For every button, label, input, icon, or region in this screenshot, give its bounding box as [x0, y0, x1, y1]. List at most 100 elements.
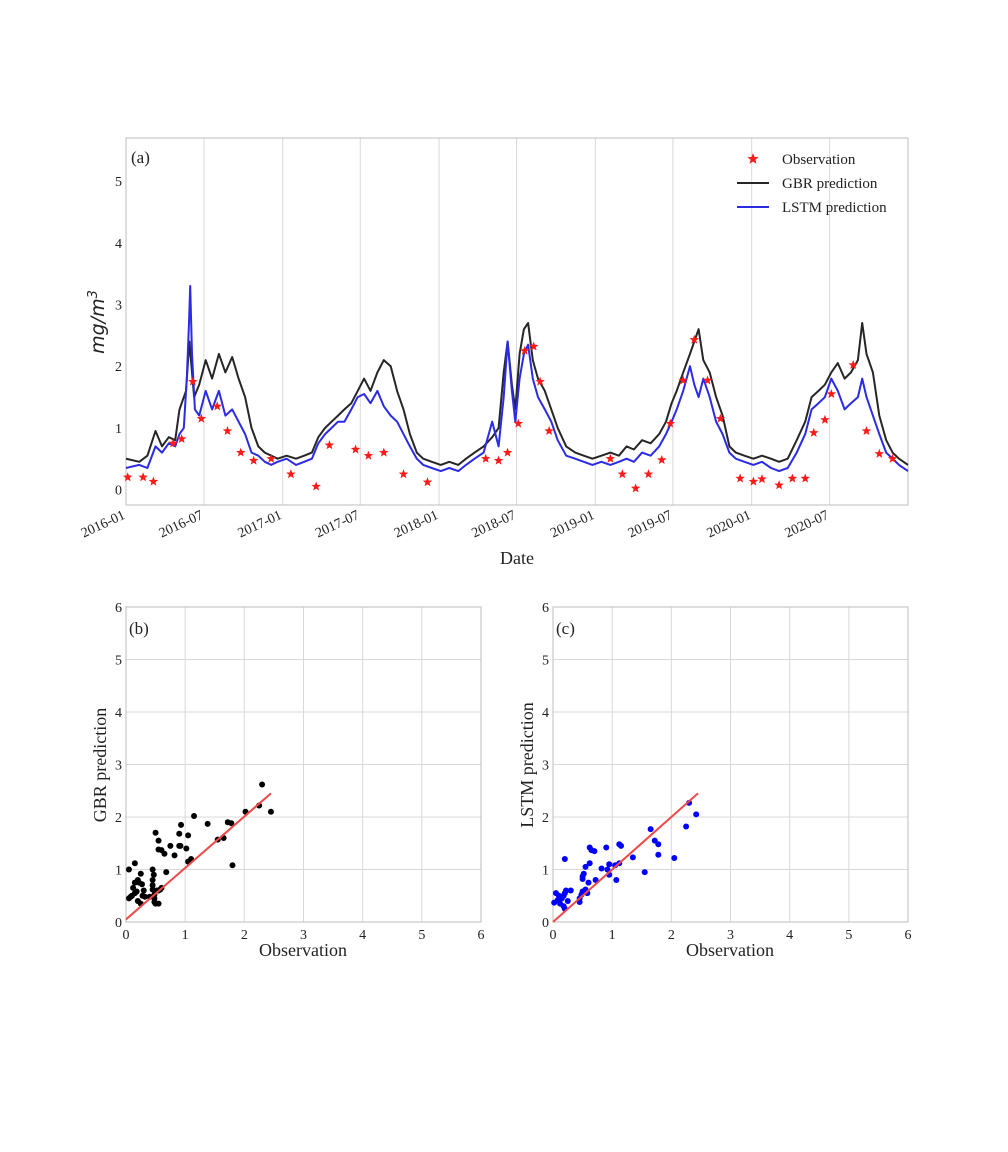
scatter-point [618, 842, 625, 849]
lstm-tick-labels: 0 1 2 3 4 5 6 0 1 2 3 4 5 6 [542, 601, 912, 943]
y-tick-label: 0 [542, 916, 549, 931]
scatter-point [591, 848, 598, 855]
x-tick-label: 2 [668, 928, 675, 943]
observation-point [748, 476, 759, 486]
observation-point [480, 453, 491, 463]
observation-point [735, 473, 745, 483]
x-tick-label: 0 [123, 928, 130, 943]
observation-point [212, 401, 222, 411]
gbr-plot-frame [125, 606, 482, 923]
x-tick-label: 2020-07 [783, 508, 832, 541]
observation-point [398, 469, 409, 479]
scatter-point [138, 881, 145, 888]
observation-point [138, 472, 148, 482]
scatter-point [567, 887, 574, 894]
observation-point [848, 359, 858, 370]
observation-point [887, 453, 898, 463]
observation-point [350, 444, 361, 454]
y-tick-label: 3 [115, 759, 122, 774]
scatter-point [161, 850, 168, 857]
scatter-point [204, 820, 211, 827]
y-tick-label: 4 [115, 706, 122, 721]
y-tick-label: 4 [542, 706, 549, 721]
observation-point [363, 450, 374, 460]
timeseries-gridlines [125, 138, 831, 505]
observation-point [874, 448, 885, 458]
x-tick-label: 1 [609, 928, 616, 943]
observation-point [702, 375, 713, 385]
observation-point [657, 454, 667, 465]
observation-point [502, 447, 513, 457]
observation-point [422, 477, 433, 487]
series-line-lstm-prediction [125, 285, 909, 473]
lstm-scatter-points [551, 799, 700, 912]
scatter-point [655, 851, 662, 858]
scatter-point [171, 852, 178, 859]
x-tick-label: 2019-07 [626, 508, 675, 541]
x-tick-label: 2020-01 [705, 508, 754, 541]
x-tick-label: 6 [905, 928, 912, 943]
scatter-point [228, 820, 235, 827]
x-tick-label: 2017-07 [313, 508, 362, 541]
scatter-point [563, 887, 570, 894]
scatter-point [582, 863, 589, 870]
y-tick-label: 2 [115, 360, 122, 375]
observation-point [617, 469, 628, 479]
scatter-point [125, 866, 132, 873]
gbr-scatter-points [125, 781, 274, 907]
scatter-point [185, 832, 192, 839]
scatter-point [259, 781, 266, 788]
observation-point [826, 388, 837, 399]
scatter-point [585, 879, 592, 886]
scatter-point [647, 826, 654, 833]
scatter-point [561, 856, 568, 862]
observation-markers [122, 334, 898, 493]
scatter-point [598, 865, 605, 872]
series-line-gbr-prediction [125, 322, 909, 466]
observation-point [519, 345, 530, 355]
observation-point [715, 413, 726, 423]
legend-marker-observation [747, 153, 759, 164]
scatter-point [655, 841, 662, 848]
y-tick-label: 0 [115, 916, 122, 931]
x-tick-label: 4 [786, 928, 793, 943]
scatter-point [191, 812, 198, 819]
scatter-point [604, 866, 611, 873]
scatter-point [629, 854, 636, 861]
scatter-point [149, 877, 156, 883]
timeseries-x-axis-title: Date [500, 548, 534, 568]
scatter-point [606, 861, 613, 868]
x-tick-label: 4 [359, 928, 366, 943]
y-tick-label: 5 [115, 654, 122, 669]
scatter-point [177, 842, 184, 849]
scatter-point [150, 871, 157, 878]
scatter-point [137, 870, 144, 877]
scatter-point [131, 860, 138, 867]
gbr-tick-labels: 0 1 2 3 4 5 6 0 1 2 3 4 5 6 [115, 601, 485, 943]
gbr-y-axis-title: GBR prediction [90, 708, 110, 823]
scatter-point [580, 870, 587, 877]
scatter-point [586, 844, 593, 851]
scatter-point [592, 877, 599, 883]
x-tick-label: 2 [241, 928, 248, 943]
scatter-point [641, 869, 648, 876]
scatter-point [134, 877, 141, 883]
observation-point [248, 455, 259, 465]
observation-point [605, 453, 616, 463]
scatter-point [155, 900, 162, 907]
timeseries-x-tick-labels: 2016-01 2016-07 2017-01 2017-07 2018-01 2018-… [79, 508, 831, 541]
scatter-point [683, 823, 690, 830]
gbr-scatter-panel: 0 1 2 3 4 5 6 0 1 2 3 4 5 6 (b) Observation GBR predi… [90, 601, 485, 960]
y-tick-label: 2 [542, 811, 549, 826]
x-tick-label: 5 [418, 928, 425, 943]
panel-label-c: (c) [556, 619, 575, 638]
scatter-point [133, 888, 140, 895]
x-tick-label: 3 [300, 928, 307, 943]
observation-point [643, 469, 654, 479]
observation-point [544, 425, 554, 436]
x-tick-label: 6 [478, 928, 485, 943]
y-tick-label: 4 [115, 237, 122, 252]
y-tick-label: 3 [115, 299, 122, 314]
scatter-point [564, 898, 571, 904]
